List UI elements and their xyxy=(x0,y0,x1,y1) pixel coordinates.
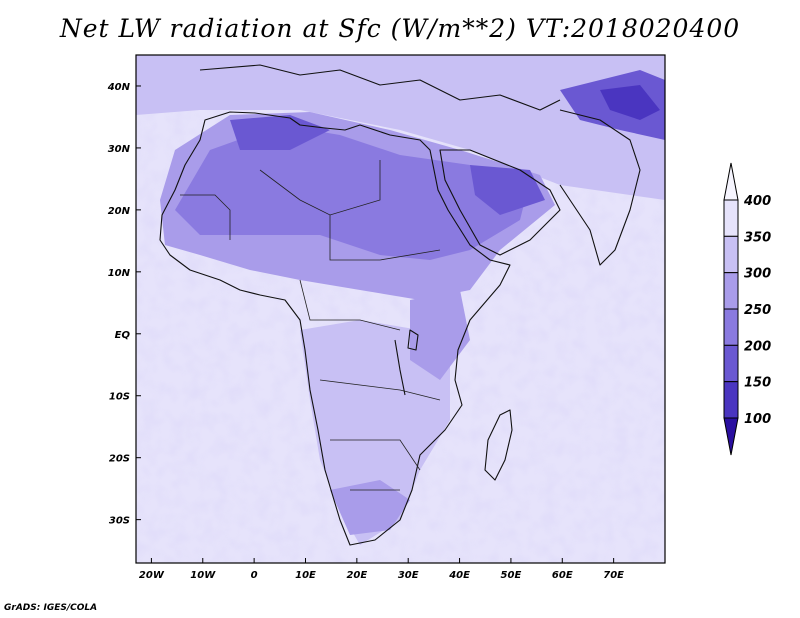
colorbar-label: 100 xyxy=(744,412,771,427)
shaded-field xyxy=(136,55,665,563)
x-tick-label: 40E xyxy=(448,570,470,581)
y-tick-label: 40N xyxy=(107,82,131,93)
x-tick-label: 20W xyxy=(139,570,165,581)
x-tick-label: 10E xyxy=(295,570,316,581)
colorbar-box xyxy=(723,308,739,346)
y-tick-label: 20N xyxy=(108,206,131,217)
colorbar-bottom-triangle xyxy=(723,417,739,456)
colorbar-label: 400 xyxy=(743,194,771,209)
x-tick-label: 70E xyxy=(603,570,624,581)
y-tick-label: 10N xyxy=(108,268,131,279)
x-tick-label: 50E xyxy=(501,570,522,581)
y-axis: 40N 30N 20N 10N EQ 10S 20S 30S xyxy=(107,82,141,527)
colorbar-box xyxy=(723,199,739,237)
colorbar-box xyxy=(723,344,739,383)
credit-text: GrADS: IGES/COLA xyxy=(4,603,98,613)
colorbar-label: 200 xyxy=(744,339,771,354)
y-tick-label: 10S xyxy=(109,392,130,403)
colorbar-label: 250 xyxy=(744,303,771,318)
x-tick-label: 60E xyxy=(552,570,573,581)
x-tick-label: 20E xyxy=(346,570,367,581)
colorbar-box xyxy=(723,235,739,274)
x-axis: 20W 10W 0 10E 20E 30E 40E 50E 60E 70E xyxy=(139,558,624,581)
colorbar-top-triangle xyxy=(723,162,739,201)
colorbar-label: 300 xyxy=(744,267,771,282)
map-title: Net LW radiation at Sfc (W/m**2) VT:2018… xyxy=(59,14,741,43)
x-tick-label: 30E xyxy=(398,570,419,581)
y-tick-label: 20S xyxy=(109,454,130,465)
colorbar-label: 150 xyxy=(744,376,771,391)
colorbar-box xyxy=(723,381,739,419)
y-tick-label: EQ xyxy=(115,330,131,341)
colorbar: 400 350 300 250 200 150 100 xyxy=(723,162,771,456)
coastlines xyxy=(159,64,641,546)
colorbar-label: 350 xyxy=(744,230,771,245)
y-tick-label: 30N xyxy=(108,144,131,155)
x-tick-label: 0 xyxy=(251,570,258,581)
colorbar-box xyxy=(723,272,739,310)
x-tick-label: 10W xyxy=(190,570,216,581)
y-tick-label: 30S xyxy=(109,516,130,527)
plot-frame xyxy=(135,54,666,564)
